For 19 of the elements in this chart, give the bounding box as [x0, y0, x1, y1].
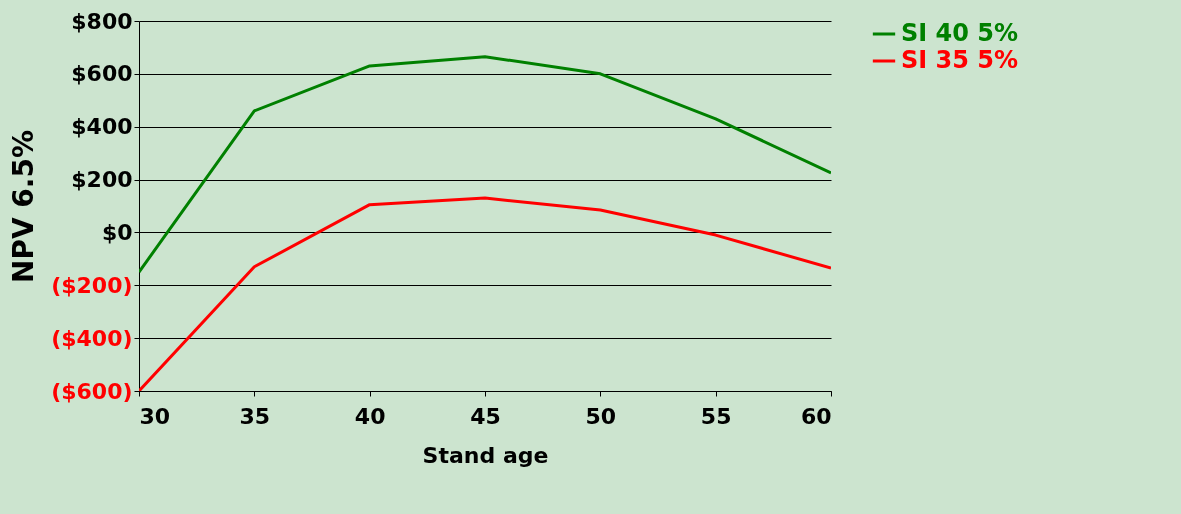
y-tick-label: ($400): [51, 325, 133, 351]
x-tick-label: 40: [354, 403, 386, 429]
y-tick-label: ($600): [51, 378, 133, 404]
x-tick-label: 60: [800, 403, 832, 429]
x-tick-label: 45: [470, 403, 501, 429]
legend-label: SI 40 5%: [901, 19, 1019, 47]
y-tick-label: ($200): [51, 272, 133, 298]
y-tick-label: $800: [71, 8, 133, 34]
legend-label: SI 35 5%: [901, 46, 1019, 74]
x-axis-title: Stand age: [422, 442, 549, 468]
x-tick-label: 35: [239, 403, 271, 429]
x-tick-label: 30: [139, 403, 171, 429]
y-tick-label: $200: [71, 167, 133, 193]
y-tick-label: $0: [101, 219, 133, 245]
y-tick-label: $600: [71, 61, 133, 87]
x-tick-label: 50: [585, 403, 617, 429]
x-tick-label: 55: [700, 403, 732, 429]
y-axis-title: NPV 6.5%: [7, 129, 41, 284]
y-tick-label: $400: [71, 114, 133, 140]
